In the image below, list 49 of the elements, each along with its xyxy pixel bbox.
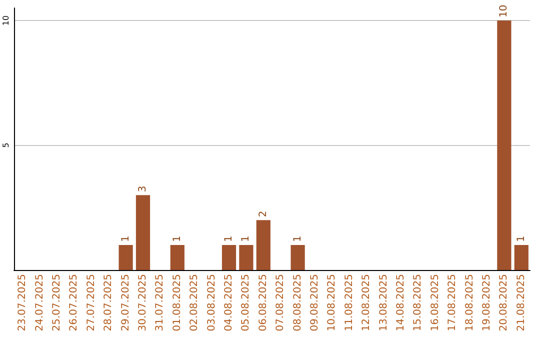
- x-tick-label: 02.08.2025: [189, 274, 200, 332]
- x-tick-label: 29.07.2025: [120, 274, 132, 332]
- x-tick-label: 20.08.2025: [498, 274, 510, 332]
- x-tick-label: 04.08.2025: [224, 274, 234, 332]
- x-tick-label: 06.08.2025: [258, 274, 269, 332]
- x-tick-label: 19.08.2025: [482, 274, 492, 332]
- x-tick-label: 27.07.2025: [86, 274, 97, 332]
- x-tick-label: 01.08.2025: [172, 274, 183, 332]
- x-tick-label: 15.08.2025: [412, 274, 424, 332]
- data-label: 1: [120, 236, 132, 242]
- x-tick-label: 13.08.2025: [378, 274, 390, 332]
- bar: [497, 20, 512, 270]
- bar: [290, 245, 305, 270]
- x-tick-label: 07.08.2025: [275, 274, 286, 332]
- data-label: 2: [258, 210, 269, 218]
- x-tick-label: 24.07.2025: [34, 274, 46, 332]
- data-label: 10: [498, 4, 510, 18]
- x-tick-label: 28.07.2025: [103, 274, 114, 332]
- data-label: 1: [516, 236, 527, 242]
- x-tick-label: 21.08.2025: [516, 274, 527, 332]
- data-label: 1: [224, 236, 234, 242]
- bar: [136, 195, 150, 270]
- data-label: 1: [292, 236, 304, 242]
- bar: [170, 245, 184, 270]
- data-label: 3: [138, 186, 148, 192]
- x-tick-label: 08.08.2025: [292, 274, 304, 332]
- data-label: 1: [172, 236, 183, 242]
- bar: [256, 220, 270, 270]
- x-tick-label: 09.08.2025: [310, 274, 320, 332]
- bar: [514, 245, 528, 270]
- x-tick-label: 23.07.2025: [17, 274, 28, 332]
- bar: [118, 245, 133, 270]
- x-tick-label: 25.07.2025: [52, 274, 62, 332]
- x-tick-label: 05.08.2025: [240, 274, 252, 332]
- data-label: 1: [240, 236, 252, 242]
- x-tick-label: 11.08.2025: [344, 274, 355, 332]
- x-tick-label: 12.08.2025: [361, 274, 372, 332]
- x-tick-label: 10.08.2025: [326, 274, 338, 332]
- x-tick-label: 31.07.2025: [154, 274, 166, 332]
- bar: [222, 245, 236, 270]
- x-tick-label: 26.07.2025: [68, 274, 80, 332]
- x-tick-label: 17.08.2025: [447, 274, 458, 332]
- x-tick-label: 18.08.2025: [464, 274, 476, 332]
- x-tick-label: 03.08.2025: [206, 274, 218, 332]
- bar: [239, 245, 254, 270]
- x-tick-label: 14.08.2025: [396, 274, 406, 332]
- x-tick-label: 16.08.2025: [430, 274, 441, 332]
- x-tick-label: 30.07.2025: [138, 274, 148, 332]
- y-tick-label: 5: [2, 142, 10, 148]
